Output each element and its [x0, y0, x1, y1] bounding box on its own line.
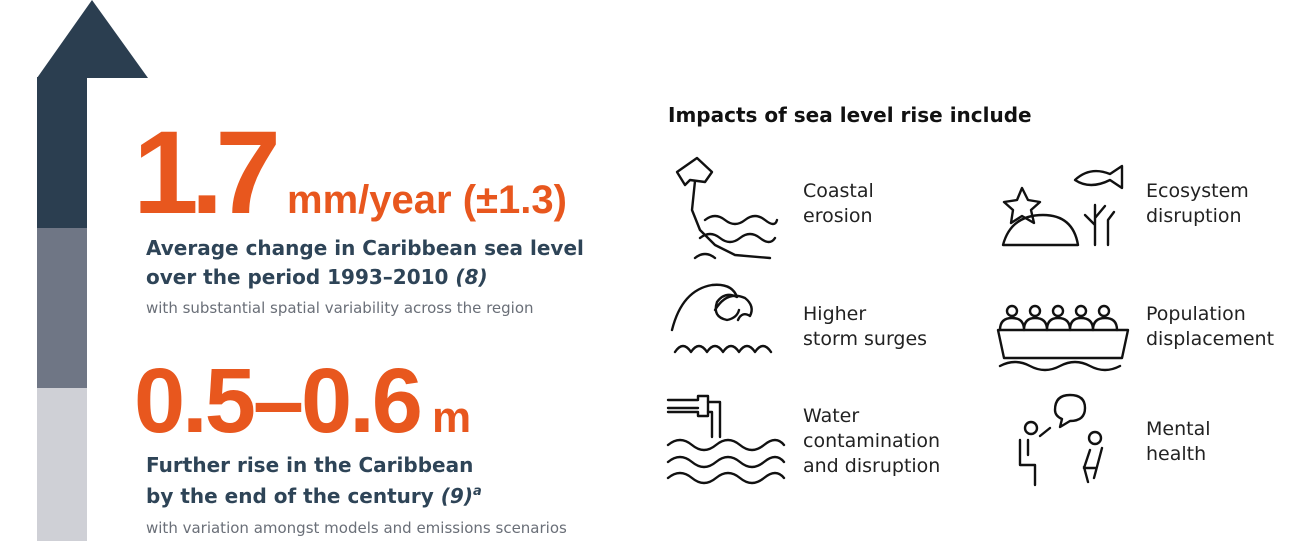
impact-label: Population: [1146, 303, 1246, 325]
stat-headline: Average change in Caribbean sea level: [146, 236, 584, 260]
impact-label: displacement: [1146, 328, 1274, 350]
impacts-title: Impacts of sea level rise include: [668, 103, 1032, 127]
icon-mental-health: [1018, 393, 1104, 487]
impact-label: health: [1146, 443, 1206, 465]
stat-headline: Further rise in the Caribbean: [146, 453, 473, 477]
stat-value: 0.5–0.6 m: [134, 350, 471, 452]
icon-surge: [670, 283, 773, 354]
impact-label: and disruption: [803, 455, 940, 477]
impact-label: Water: [803, 405, 859, 427]
impact-labels: Coastal erosion Ecosystem disruption Higher s…: [803, 180, 1274, 477]
stat-note: with variation amongst models and emissi…: [146, 519, 567, 537]
impact-label: storm surges: [803, 328, 927, 350]
stat-note: with substantial spatial variability acr…: [146, 299, 534, 317]
icon-erosion: [675, 156, 779, 260]
impact-label: contamination: [803, 430, 940, 452]
impact-label: Higher: [803, 303, 866, 325]
icon-ecosystem: [1001, 164, 1124, 247]
impact-label: Mental: [1146, 418, 1211, 440]
icon-water: [666, 394, 786, 485]
impact-label: erosion: [803, 205, 873, 227]
impact-label: disruption: [1146, 205, 1242, 227]
icon-displacement: [996, 304, 1130, 372]
impact-label: Coastal: [803, 180, 874, 202]
stat-headline: over the period 1993–2010 (8): [146, 265, 488, 289]
stat-headline: by the end of the century (9)a: [146, 484, 482, 508]
impact-label: Ecosystem: [1146, 180, 1249, 202]
arrow: [37, 0, 148, 541]
stat-value: 1.7 mm/year (±1.3): [133, 107, 567, 239]
